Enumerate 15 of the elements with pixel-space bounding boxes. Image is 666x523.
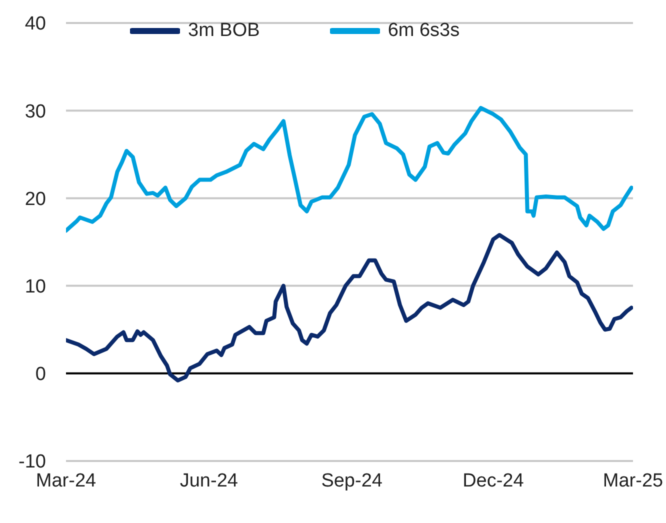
line-series [66, 232, 633, 382]
x-tick-label: Mar-24 [36, 470, 97, 492]
line-series [66, 106, 633, 233]
x-tick-label: Sep-24 [321, 470, 383, 492]
legend-label: 6m 6s3s [388, 20, 460, 42]
y-tick-label: 10 [24, 276, 46, 298]
y-tick-label: 40 [24, 14, 46, 35]
x-tick-label: Mar-25 [602, 470, 664, 492]
y-tick-label: -10 [18, 452, 46, 473]
y-tick-label: 30 [24, 101, 46, 122]
x-tick-label: Dec-24 [462, 470, 524, 492]
x-tick-label: Jun-24 [180, 470, 238, 492]
legend-label: 3m BOB [188, 20, 260, 42]
y-tick-label: 0 [35, 364, 46, 386]
y-tick-label: 20 [24, 188, 46, 210]
